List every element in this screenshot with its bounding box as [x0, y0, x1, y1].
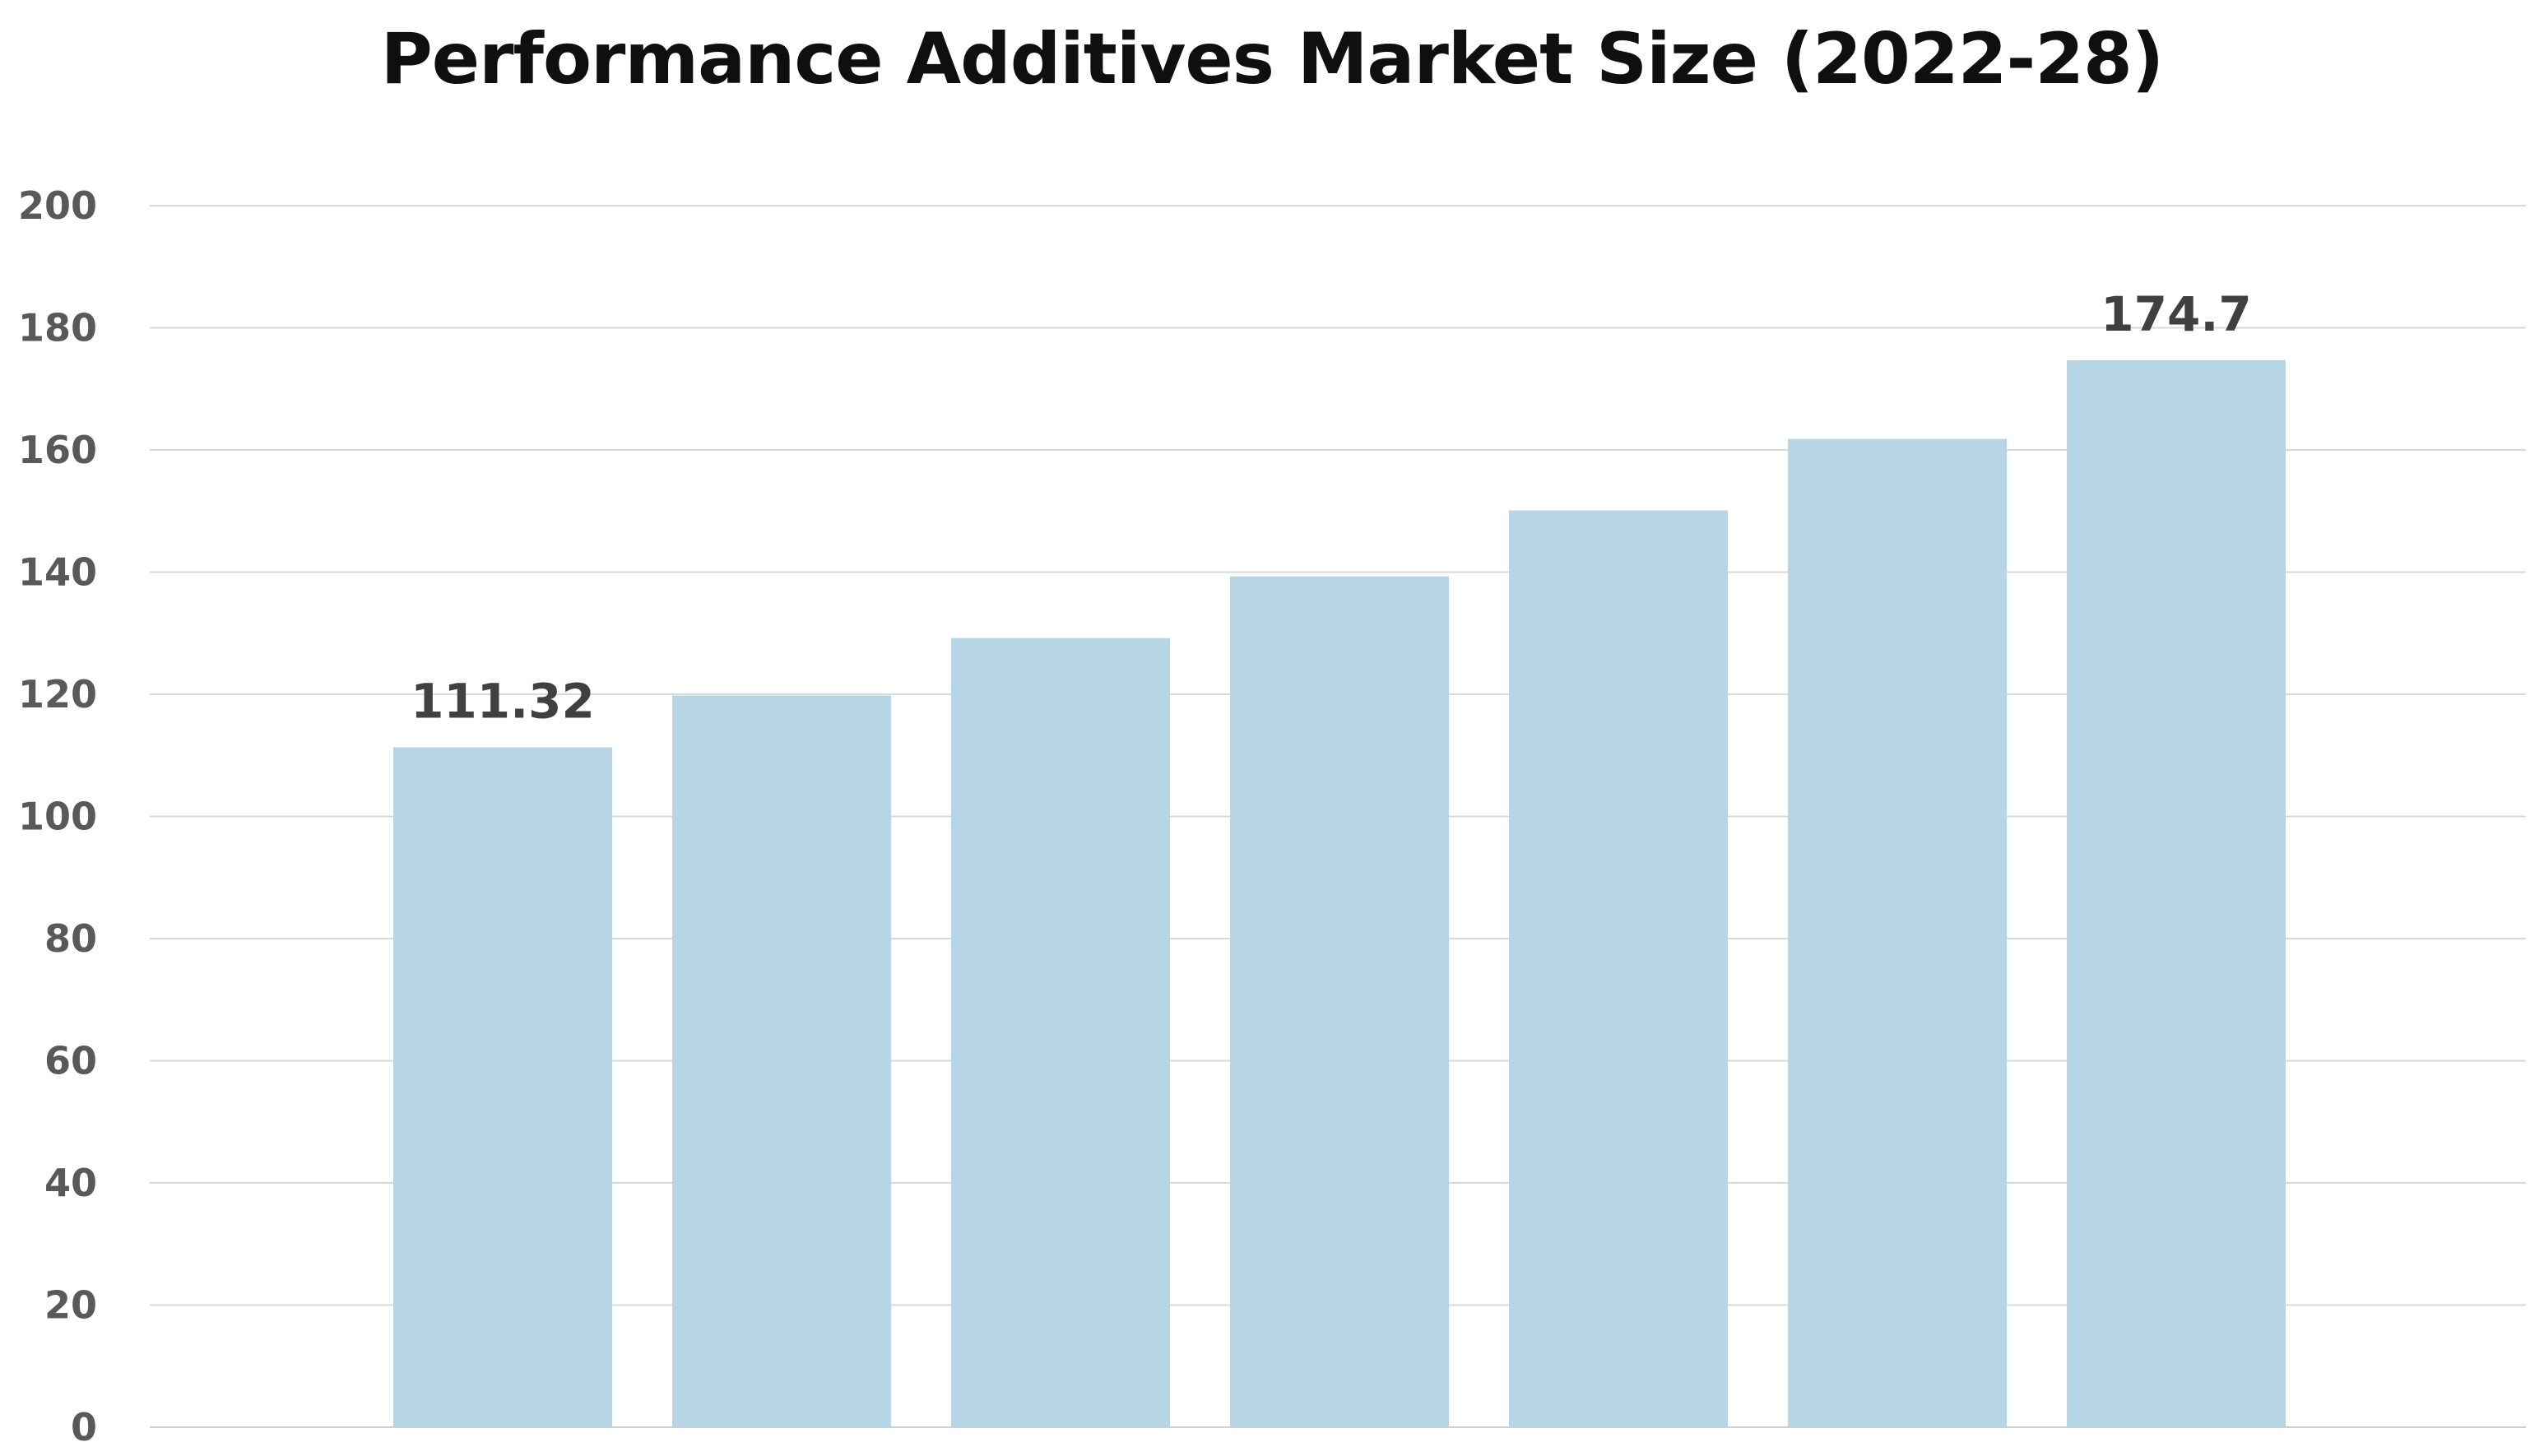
bar-4	[1230, 576, 1449, 1427]
bar-1	[393, 747, 612, 1427]
data-labels: 111.32 174.7	[411, 286, 2252, 730]
y-tick-label: 100	[18, 795, 97, 839]
y-tick-label: 200	[18, 183, 97, 228]
y-tick-label: 0	[71, 1405, 97, 1449]
bar-5	[1509, 510, 1728, 1427]
y-axis-ticks: 0 20 40 60 80 100 120 140 160 180 200	[18, 183, 97, 1449]
y-tick-label: 80	[44, 916, 97, 961]
y-tick-label: 160	[18, 428, 97, 472]
bar-2	[672, 695, 891, 1427]
y-tick-label: 180	[18, 306, 97, 350]
y-tick-label: 140	[18, 550, 97, 595]
y-tick-label: 20	[44, 1283, 97, 1328]
bar-3	[951, 638, 1170, 1427]
y-tick-label: 60	[44, 1039, 97, 1083]
bar-7	[2067, 359, 2286, 1427]
data-label-7: 174.7	[2101, 286, 2251, 342]
bar-6	[1788, 438, 2007, 1427]
y-tick-label: 120	[18, 672, 97, 716]
y-tick-label: 40	[44, 1161, 97, 1205]
chart-title: Performance Additives Market Size (2022-…	[380, 18, 2164, 100]
data-label-1: 111.32	[411, 673, 595, 729]
bars	[393, 359, 2286, 1427]
